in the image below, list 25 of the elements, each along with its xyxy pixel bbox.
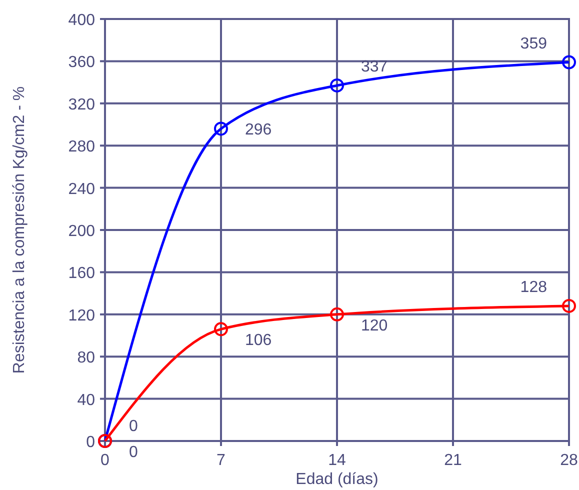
data-label: 296 — [245, 122, 272, 139]
y-tick-label: 400 — [68, 12, 96, 29]
data-label: 120 — [361, 317, 388, 334]
y-tick-label: 280 — [68, 138, 96, 156]
y-tick-label: 240 — [68, 180, 96, 198]
y-tick-label: 80 — [77, 350, 96, 367]
y-tick-label: 0 — [86, 434, 96, 451]
x-tick-label: 0 — [100, 452, 110, 469]
y-tick-label: 320 — [68, 96, 96, 114]
data-label: 0 — [129, 418, 138, 435]
x-axis-title: Edad (días) — [296, 471, 378, 488]
x-tick-label: 21 — [444, 452, 462, 469]
y-tick-label: 40 — [77, 392, 96, 409]
y-axis-title: Resistencia a la compresión Kg/cm2 - % — [11, 86, 28, 374]
y-tick-label: 120 — [68, 307, 96, 324]
y-tick-label: 160 — [68, 265, 96, 282]
y-tick-label: 200 — [68, 223, 96, 240]
data-label: 128 — [520, 278, 548, 296]
data-label: 337 — [361, 58, 388, 76]
x-tick-label: 28 — [560, 452, 578, 469]
data-label: 106 — [245, 332, 272, 350]
x-tick-label: 7 — [216, 452, 226, 469]
data-label: 359 — [520, 35, 548, 52]
x-tick-label: 14 — [328, 452, 346, 469]
y-tick-label: 360 — [68, 54, 96, 72]
